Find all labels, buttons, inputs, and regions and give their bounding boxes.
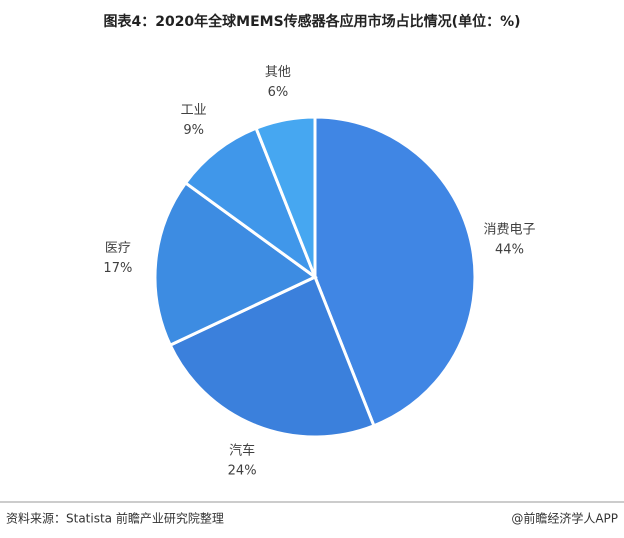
pie-slice <box>254 115 317 278</box>
chart-title: 图表4：2020年全球MEMS传感器各应用市场占比情况(单位：%) <box>103 13 520 30</box>
slice-value-label: 44% <box>495 242 524 257</box>
slice-value-label: 9% <box>183 123 204 138</box>
slice-label: 汽车 <box>229 443 255 459</box>
pie-slice <box>183 126 319 282</box>
slice-label: 医疗 <box>105 241 131 256</box>
source: 资料来源：Statista 前瞻产业研究院整理 <box>6 511 224 526</box>
slice-value-label: 6% <box>268 85 289 100</box>
pie-slice <box>168 274 376 439</box>
slice-label: 工业 <box>181 103 207 118</box>
slice-label: 其他 <box>265 65 291 80</box>
slice-value-label: 17% <box>103 261 132 276</box>
pie-slice <box>313 115 477 428</box>
slice-label: 消费电子 <box>483 222 535 237</box>
slice-value-label: 24% <box>228 464 257 479</box>
pie-slice <box>153 180 318 348</box>
credit: @前瞻经济学人APP <box>511 511 618 526</box>
